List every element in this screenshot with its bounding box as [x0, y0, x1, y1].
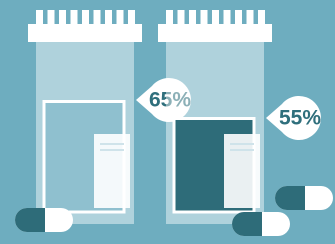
cap-ridge	[201, 10, 208, 26]
cap-ridge	[212, 10, 219, 26]
cap-ridge	[94, 10, 101, 26]
infographic: 65%55%	[0, 0, 335, 244]
cap-ridge	[247, 10, 254, 26]
bottle-cap	[28, 24, 142, 42]
cap-ridge	[48, 10, 55, 26]
cap-ridge	[71, 10, 78, 26]
cap-ridge	[224, 10, 231, 26]
cap-ridge	[82, 10, 89, 26]
cap-ridge	[178, 10, 185, 26]
bottle-label	[224, 134, 260, 208]
pill	[15, 208, 73, 232]
bottle-cap	[158, 24, 272, 42]
page: {"chart_data": {"type": "pill-bottle", "…	[0, 0, 335, 244]
cap-ridge	[128, 10, 135, 26]
pill	[275, 186, 333, 210]
cap-ridge	[117, 10, 124, 26]
pill	[232, 212, 290, 236]
value-label: 55%	[279, 107, 321, 130]
cap-ridge	[166, 10, 173, 26]
cap-ridge	[105, 10, 112, 26]
cap-ridge	[189, 10, 196, 26]
cap-ridge	[235, 10, 242, 26]
cap-ridge	[59, 10, 66, 26]
cap-ridge	[36, 10, 43, 26]
bottle-label	[94, 134, 130, 208]
cap-ridge	[258, 10, 265, 26]
